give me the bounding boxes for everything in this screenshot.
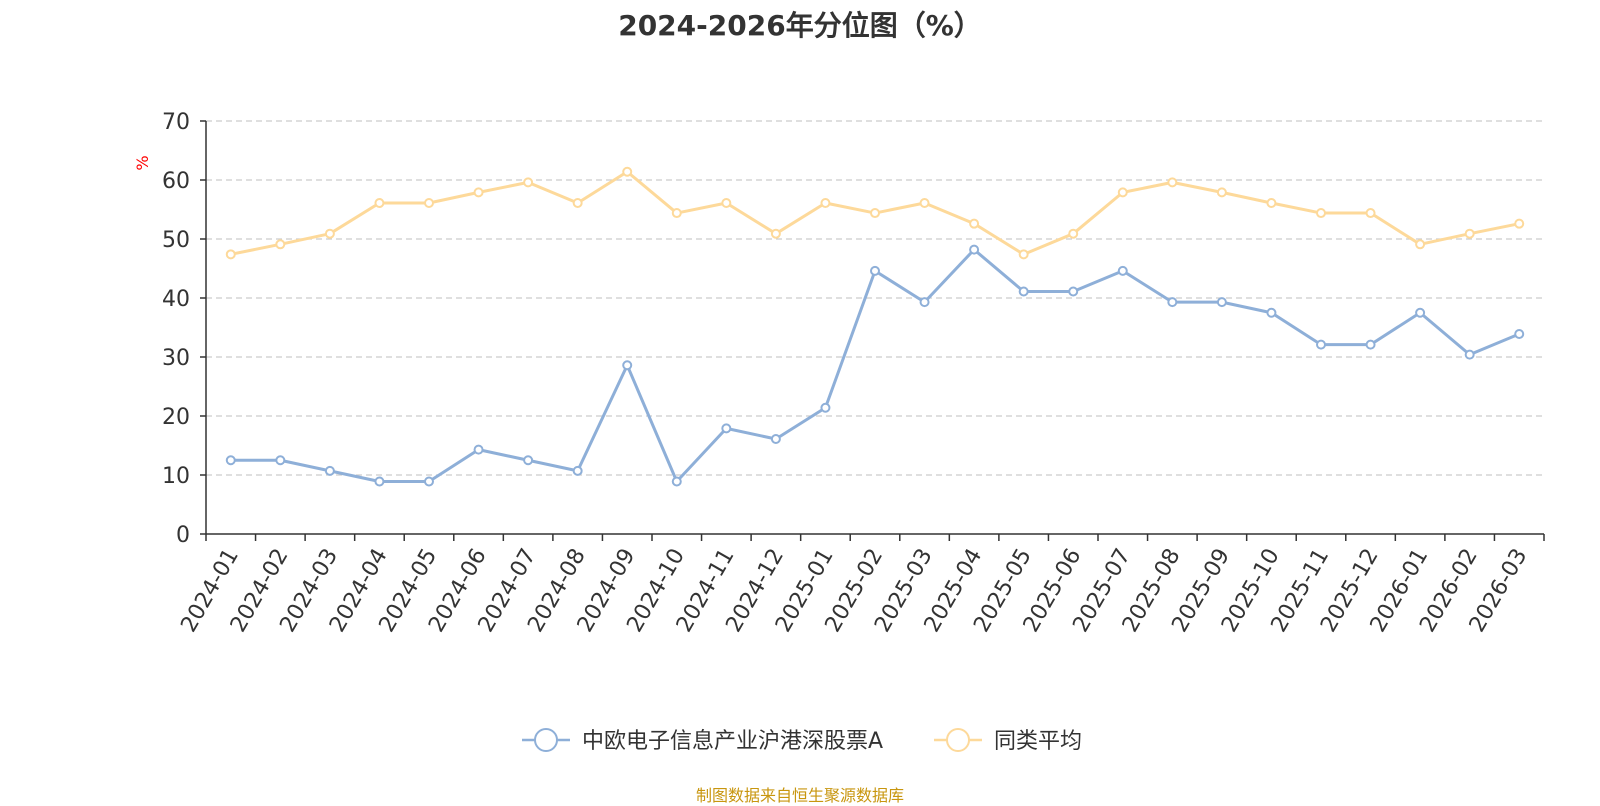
data-point: [1068, 286, 1079, 297]
data-point: [523, 177, 534, 188]
data-point: [671, 476, 682, 487]
data-point: [622, 360, 633, 371]
data-point: [1266, 198, 1277, 209]
data-point: [1415, 307, 1426, 318]
data-point: [671, 208, 682, 219]
data-point: [424, 198, 434, 209]
y-tick-label: 30: [162, 346, 190, 371]
data-point: [1216, 187, 1227, 198]
data-point: [1167, 297, 1178, 308]
legend-label: 同类平均: [994, 729, 1082, 754]
data-point: [275, 239, 286, 250]
data-point: [523, 455, 534, 466]
chart-title: 2024-2026年分位图（%）: [618, 9, 982, 42]
data-point: [424, 476, 434, 487]
data-source-note: 制图数据来自恒生聚源数据库: [695, 786, 904, 805]
legend-marker: [946, 728, 970, 752]
data-point: [870, 265, 880, 276]
y-tick-label: 0: [176, 523, 190, 548]
data-point: [1365, 339, 1376, 350]
y-tick-label: 60: [162, 169, 190, 194]
data-point: [770, 434, 781, 445]
series: [225, 166, 1525, 487]
data-point: [225, 455, 236, 466]
data-point: [1464, 228, 1475, 239]
data-point: [969, 218, 980, 229]
data-point: [820, 198, 831, 209]
data-point: [572, 465, 583, 476]
data-point: [1415, 239, 1426, 250]
data-point: [1316, 208, 1326, 219]
data-point: [1514, 328, 1525, 339]
data-point: [969, 244, 980, 255]
data-point: [1117, 187, 1128, 198]
y-axis-label: %: [133, 155, 152, 170]
grid-lines: [206, 120, 1544, 476]
data-point: [870, 208, 880, 219]
y-tick-label: 50: [162, 228, 190, 253]
legend-label: 中欧电子信息产业沪港深股票A: [582, 729, 883, 754]
data-point: [324, 228, 335, 239]
y-tick-label: 70: [162, 110, 190, 135]
data-point: [721, 423, 732, 434]
data-point: [1018, 286, 1029, 297]
data-point: [721, 198, 732, 209]
y-tick-label: 40: [162, 287, 190, 312]
data-point: [770, 228, 781, 239]
data-point: [919, 198, 930, 209]
y-tick-label: 10: [162, 464, 190, 489]
data-point: [1266, 307, 1277, 318]
data-point: [1167, 177, 1178, 188]
data-point: [473, 187, 484, 198]
legend-marker: [534, 728, 558, 752]
data-point: [1365, 208, 1376, 219]
data-point: [622, 166, 633, 177]
data-point: [275, 455, 286, 466]
legend: 中欧电子信息产业沪港深股票A 同类平均: [522, 728, 1082, 754]
data-point: [374, 198, 385, 209]
data-point: [919, 297, 930, 308]
data-point: [324, 465, 335, 476]
data-point: [374, 476, 385, 487]
data-point: [473, 444, 484, 455]
series-line-1: [230, 248, 1520, 483]
data-point: [225, 249, 236, 260]
data-point: [1018, 249, 1029, 260]
data-point: [820, 402, 831, 413]
data-point: [1316, 339, 1326, 350]
data-point: [1464, 349, 1475, 360]
data-point: [1514, 218, 1525, 229]
data-point: [572, 198, 583, 209]
data-point: [1216, 297, 1227, 308]
data-point: [1117, 265, 1128, 276]
y-tick-label: 20: [162, 405, 190, 430]
data-point: [1068, 228, 1079, 239]
